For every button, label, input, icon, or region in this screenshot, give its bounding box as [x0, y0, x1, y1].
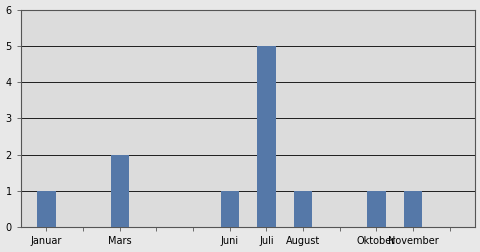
Bar — [220, 191, 239, 227]
Bar — [257, 46, 275, 227]
Bar — [293, 191, 312, 227]
Bar — [403, 191, 421, 227]
Bar — [37, 191, 56, 227]
Bar — [110, 155, 129, 227]
Bar — [367, 191, 385, 227]
